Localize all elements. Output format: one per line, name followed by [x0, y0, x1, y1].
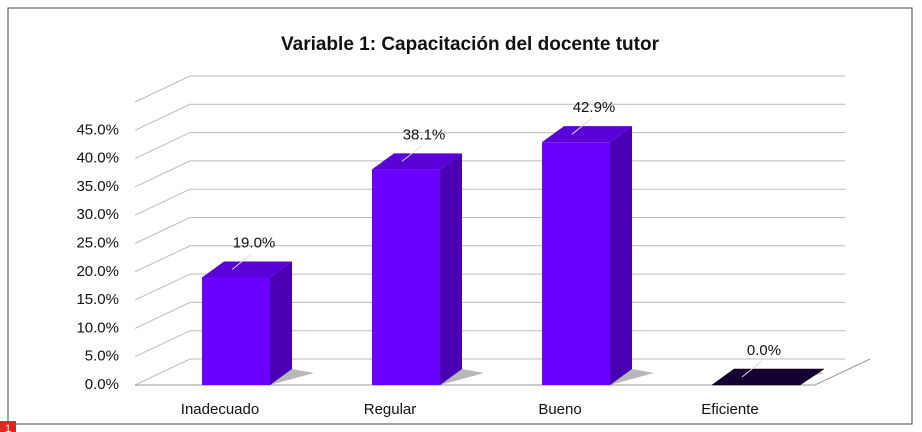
- y-tick-label: 40.0%: [76, 150, 119, 167]
- data-label: 19.0%: [233, 234, 276, 251]
- y-tick-label: 15.0%: [76, 291, 119, 308]
- grid-line: [134, 103, 845, 131]
- y-tick-label: 10.0%: [76, 319, 119, 336]
- badge-bg: [0, 421, 16, 432]
- data-label: 0.0%: [747, 342, 781, 359]
- floor-front: [135, 358, 871, 386]
- data-label: 38.1%: [403, 126, 446, 143]
- chart-title: Variable 1: Capacitación del docente tut…: [281, 34, 660, 55]
- y-tick-label: 30.0%: [76, 206, 119, 223]
- bar: [202, 277, 270, 385]
- bar-side: [440, 153, 462, 385]
- label-leader: [401, 144, 423, 162]
- label-leader: [231, 253, 253, 270]
- bar-top: [542, 126, 632, 143]
- bar: [711, 368, 825, 386]
- label-leader: [571, 117, 593, 135]
- bar: [542, 142, 610, 385]
- data-label: 42.9%: [573, 99, 616, 116]
- x-tick-label: Eficiente: [701, 401, 759, 418]
- y-tick-label: 20.0%: [76, 263, 119, 280]
- y-tick-label: 25.0%: [76, 234, 119, 251]
- x-tick-label: Regular: [364, 401, 417, 418]
- label-leader: [741, 360, 763, 378]
- y-tick-label: 0.0%: [85, 376, 119, 393]
- x-tick-label: Bueno: [538, 401, 581, 418]
- bar-side: [270, 261, 292, 385]
- bar-top: [202, 261, 292, 278]
- x-tick-label: Inadecuado: [181, 401, 259, 418]
- badge: 1: [5, 423, 11, 432]
- bar-top: [372, 153, 462, 170]
- bar-side: [610, 126, 632, 385]
- bar: [372, 169, 440, 385]
- y-tick-label: 45.0%: [76, 121, 119, 138]
- wall-top: [134, 75, 845, 103]
- y-tick-label: 5.0%: [85, 348, 119, 365]
- y-tick-label: 35.0%: [76, 178, 119, 195]
